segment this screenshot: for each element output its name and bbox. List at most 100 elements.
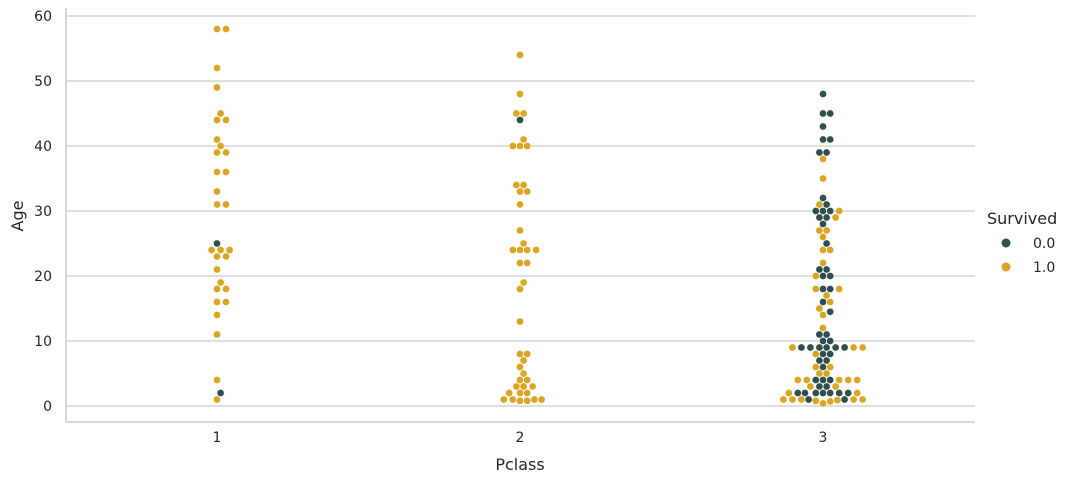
point-survived-1-0: [516, 226, 524, 235]
point-survived-1-0: [505, 389, 514, 397]
point-survived-1-0: [516, 90, 524, 98]
point-survived-0-0: [822, 265, 831, 274]
point-survived-1-0: [216, 278, 225, 287]
point-survived-1-0: [537, 395, 546, 404]
point-survived-1-0: [516, 142, 524, 150]
point-survived-0-0: [822, 343, 831, 352]
point-survived-0-0: [804, 395, 813, 404]
point-survived-1-0: [811, 363, 820, 371]
point-survived-1-0: [822, 291, 831, 300]
point-survived-1-0: [849, 343, 858, 352]
point-survived-0-0: [819, 298, 827, 306]
point-survived-0-0: [819, 363, 827, 371]
point-survived-0-0: [822, 356, 831, 365]
point-survived-1-0: [523, 187, 532, 196]
point-survived-1-0: [811, 285, 820, 293]
point-survived-1-0: [213, 187, 221, 196]
point-survived-1-0: [213, 311, 221, 319]
point-survived-1-0: [519, 356, 528, 365]
point-survived-1-0: [831, 213, 840, 222]
point-survived-1-0: [213, 25, 221, 33]
point-survived-0-0: [806, 343, 815, 352]
point-survived-1-0: [784, 389, 793, 397]
point-survived-1-0: [222, 285, 230, 293]
point-survived-1-0: [519, 135, 528, 144]
point-survived-1-0: [213, 116, 221, 124]
point-survived-1-0: [819, 155, 827, 163]
point-survived-1-0: [213, 148, 221, 157]
point-survived-1-0: [849, 395, 858, 404]
point-survived-1-0: [853, 389, 862, 397]
point-survived-1-0: [523, 396, 532, 405]
point-survived-1-0: [826, 246, 835, 254]
point-survived-0-0: [822, 239, 831, 248]
point-survived-1-0: [826, 363, 835, 371]
point-survived-0-0: [819, 90, 827, 98]
point-survived-1-0: [213, 265, 221, 274]
point-survived-1-0: [512, 109, 521, 118]
point-survived-0-0: [826, 135, 835, 144]
point-survived-0-0: [835, 389, 844, 397]
point-survived-1-0: [516, 285, 524, 293]
point-survived-1-0: [216, 142, 225, 150]
point-survived-0-0: [822, 200, 831, 209]
x-tick-label: 2: [516, 430, 525, 446]
point-survived-1-0: [207, 246, 216, 254]
point-survived-1-0: [819, 246, 827, 254]
point-survived-0-0: [216, 389, 225, 397]
point-survived-1-0: [222, 298, 230, 306]
point-survived-1-0: [835, 376, 844, 384]
point-survived-0-0: [826, 337, 835, 345]
point-survived-1-0: [822, 369, 831, 378]
point-survived-1-0: [499, 395, 508, 404]
point-survived-1-0: [508, 142, 517, 150]
point-survived-1-0: [508, 246, 517, 254]
point-survived-1-0: [225, 246, 234, 254]
point-survived-1-0: [815, 304, 824, 313]
point-survived-1-0: [802, 376, 811, 384]
point-survived-1-0: [523, 376, 532, 384]
point-survived-1-0: [833, 396, 842, 404]
point-survived-0-0: [793, 389, 802, 397]
legend-marker: [1001, 262, 1011, 272]
point-survived-0-0: [797, 343, 806, 352]
point-survived-1-0: [815, 200, 824, 209]
point-survived-0-0: [811, 389, 820, 397]
y-tick-label: 30: [34, 204, 52, 220]
x-tick-label: 3: [819, 430, 828, 446]
point-survived-0-0: [811, 376, 820, 384]
y-tick-label: 0: [43, 399, 52, 415]
legend-marker: [1001, 238, 1011, 248]
point-survived-1-0: [216, 109, 225, 118]
point-survived-1-0: [819, 399, 827, 408]
point-survived-0-0: [819, 376, 827, 384]
y-tick-label: 40: [34, 139, 52, 155]
point-survived-1-0: [516, 246, 524, 254]
legend: Survived 0.0 1.0: [987, 209, 1057, 276]
point-survived-0-0: [815, 213, 824, 222]
point-survived-1-0: [858, 395, 867, 404]
point-survived-1-0: [516, 317, 524, 326]
point-survived-0-0: [826, 272, 835, 280]
point-survived-1-0: [516, 376, 524, 384]
point-survived-1-0: [516, 187, 524, 196]
point-survived-1-0: [822, 226, 831, 235]
point-survived-1-0: [519, 239, 528, 248]
point-survived-1-0: [512, 181, 521, 189]
point-survived-0-0: [819, 109, 827, 118]
point-survived-1-0: [523, 259, 532, 267]
point-survived-1-0: [519, 181, 528, 189]
point-survived-1-0: [806, 382, 815, 391]
point-survived-1-0: [523, 350, 532, 358]
point-survived-0-0: [819, 220, 827, 228]
x-tick-label: 1: [213, 430, 222, 446]
point-survived-0-0: [819, 207, 827, 215]
point-survived-1-0: [222, 168, 230, 176]
point-survived-0-0: [822, 148, 831, 157]
point-survived-0-0: [811, 207, 820, 215]
point-survived-0-0: [815, 382, 824, 391]
point-survived-1-0: [826, 397, 835, 406]
point-survived-1-0: [819, 174, 827, 183]
point-survived-0-0: [815, 343, 824, 352]
point-survived-0-0: [826, 207, 835, 215]
